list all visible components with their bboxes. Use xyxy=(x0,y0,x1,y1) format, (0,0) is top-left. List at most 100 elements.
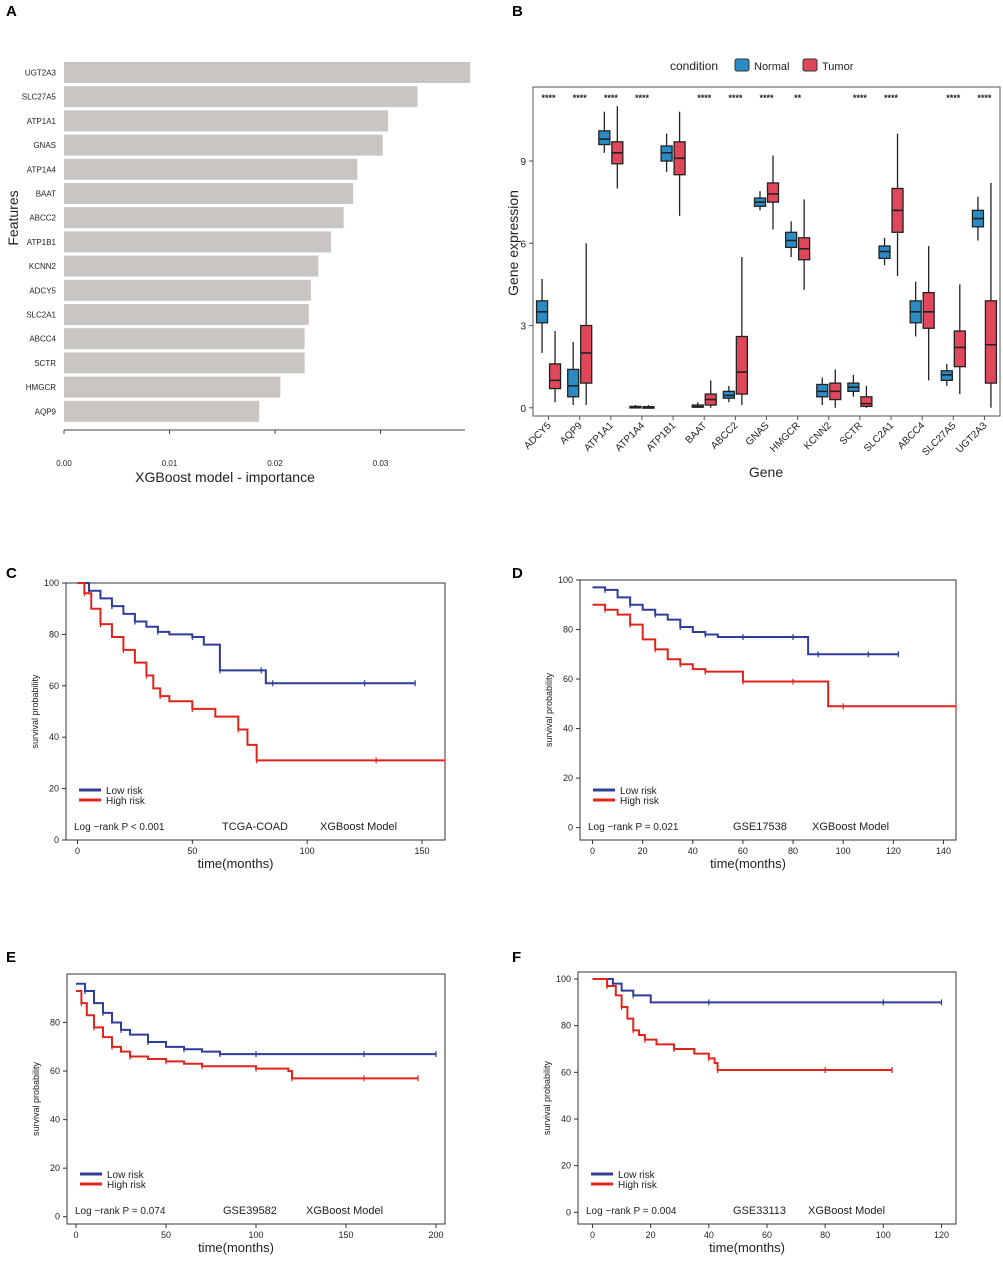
importance-bar xyxy=(64,255,319,277)
feature-label: UGT2A3 xyxy=(25,69,57,78)
x-tick-label: 50 xyxy=(161,1230,171,1240)
x-tick-label: 100 xyxy=(876,1230,891,1240)
y-tick-label: 20 xyxy=(561,1161,571,1171)
x-tick-label: 0 xyxy=(590,1230,595,1240)
feature-label: ABCC4 xyxy=(29,335,56,344)
feature-label: ATP1A1 xyxy=(27,117,57,126)
importance-bar xyxy=(64,304,309,325)
y-tick-label: 40 xyxy=(50,1115,60,1125)
x-tick-label: 120 xyxy=(886,846,901,856)
x-tick-label: 0 xyxy=(75,846,80,856)
importance-bar xyxy=(64,400,260,422)
logrank-p-note: Log −rank P = 0.021 xyxy=(588,822,679,833)
y-tick-label: 60 xyxy=(49,681,59,691)
legend-label: Low risk xyxy=(106,786,144,797)
feature-label: SCTR xyxy=(34,359,56,368)
gene-tick-label: ATP1A4 xyxy=(614,420,648,454)
x-axis-title: time(months) xyxy=(709,1240,785,1255)
x-tick-label: 50 xyxy=(187,846,197,856)
gene-tick-label: ABCC2 xyxy=(709,420,741,452)
legend-swatch-tumor xyxy=(802,58,818,72)
x-tick-label: 0 xyxy=(590,846,595,856)
significance-label: **** xyxy=(728,93,743,103)
feature-label: ADCY5 xyxy=(29,286,56,295)
y-tick-label: 20 xyxy=(49,784,59,794)
importance-bar xyxy=(64,328,305,350)
logrank-p-note: Log −rank P < 0.001 xyxy=(74,822,165,833)
y-tick-label: 80 xyxy=(561,1021,571,1031)
importance-bar xyxy=(64,62,471,83)
x-tick-label: 80 xyxy=(788,846,798,856)
x-tick-label: 200 xyxy=(428,1230,443,1240)
gene-tick-label: SCTR xyxy=(838,420,865,447)
km-curve-low-risk xyxy=(592,978,942,1004)
box-tumor xyxy=(735,335,749,395)
box-tumor xyxy=(984,300,998,384)
model-name: XGBoost Model xyxy=(306,1205,383,1217)
importance-bar xyxy=(64,183,354,204)
x-tick-label: 40 xyxy=(704,1230,714,1240)
x-tick-label: 0.01 xyxy=(162,459,178,468)
y-tick-label: 0 xyxy=(520,404,526,415)
x-tick-label: 150 xyxy=(415,846,430,856)
significance-label: **** xyxy=(977,93,992,103)
box-tumor xyxy=(860,396,873,408)
legend-label: High risk xyxy=(620,796,660,807)
significance-label: ** xyxy=(794,93,802,103)
y-tick-label: 0 xyxy=(54,835,59,845)
logrank-p-note: Log −rank P = 0.074 xyxy=(75,1206,166,1217)
panel-label-c: C xyxy=(6,565,17,582)
gene-tick-label: ATP1B1 xyxy=(645,420,679,454)
box-normal xyxy=(567,368,580,398)
x-tick-label: 100 xyxy=(300,846,315,856)
dataset-name: TCGA-COAD xyxy=(222,821,288,833)
y-tick-label: 100 xyxy=(558,575,573,585)
panel-b-legend-tumor: Tumor xyxy=(822,61,854,73)
significance-label: **** xyxy=(573,93,588,103)
legend-swatch-normal xyxy=(734,58,750,72)
panel-a-importance-chart: Features XGBoost model - importance UGT2… xyxy=(5,62,471,485)
box-tumor xyxy=(548,363,562,390)
panel-c-km-plot: 0 20 40 60 80 100 0 50 100 150 time(months) surviva… xyxy=(30,578,446,871)
y-tick-label: 6 xyxy=(520,239,526,250)
km-curve-high-risk xyxy=(76,989,418,1080)
importance-bar xyxy=(64,158,358,180)
panel-a-xlabel: XGBoost model - importance xyxy=(135,469,315,485)
x-tick-label: 60 xyxy=(738,846,748,856)
legend-label: Low risk xyxy=(107,1170,145,1181)
legend-label: Low risk xyxy=(618,1170,656,1181)
feature-label: AQP9 xyxy=(35,407,57,416)
x-tick-label: 80 xyxy=(820,1230,830,1240)
y-tick-label: 100 xyxy=(556,974,571,984)
gene-tick-label: SLC2A1 xyxy=(862,420,896,454)
feature-label: SLC2A1 xyxy=(26,311,56,320)
panel-d-km-plot: 0 20 40 60 80 100 0 20 40 60 80 100 120 140 time(month… xyxy=(544,575,957,871)
km-curve-low-risk xyxy=(77,582,416,685)
box-normal xyxy=(598,130,611,146)
feature-label: HMGCR xyxy=(26,383,56,392)
x-tick-label: 150 xyxy=(338,1230,353,1240)
x-tick-label: 0.03 xyxy=(373,459,389,468)
panel-f-km-plot: 0 20 40 60 80 100 0 20 40 60 80 100 120 time(months) s… xyxy=(542,971,957,1255)
legend-label: High risk xyxy=(107,1180,147,1191)
gene-tick-label: AQP9 xyxy=(558,420,585,447)
y-tick-label: 0 xyxy=(568,823,573,833)
significance-label: **** xyxy=(697,93,712,103)
plot-frame xyxy=(65,582,446,841)
x-tick-label: 0.00 xyxy=(56,459,72,468)
y-tick-label: 20 xyxy=(563,773,573,783)
y-tick-label: 20 xyxy=(50,1163,60,1173)
importance-bar xyxy=(64,231,331,253)
importance-bar xyxy=(64,207,344,229)
y-tick-label: 60 xyxy=(50,1066,60,1076)
km-curve-low-risk xyxy=(592,586,899,656)
gene-tick-label: HMGCR xyxy=(768,420,802,454)
panel-b-legend-normal: Normal xyxy=(754,61,789,73)
significance-label: **** xyxy=(604,93,619,103)
panel-b-xlabel: Gene xyxy=(749,464,783,480)
feature-label: KCNN2 xyxy=(29,262,57,271)
gene-tick-label: KCNN2 xyxy=(802,420,834,452)
y-axis-title: survival probability xyxy=(544,672,554,747)
importance-bar xyxy=(64,352,305,374)
gene-tick-label: ATP1A1 xyxy=(582,420,616,454)
